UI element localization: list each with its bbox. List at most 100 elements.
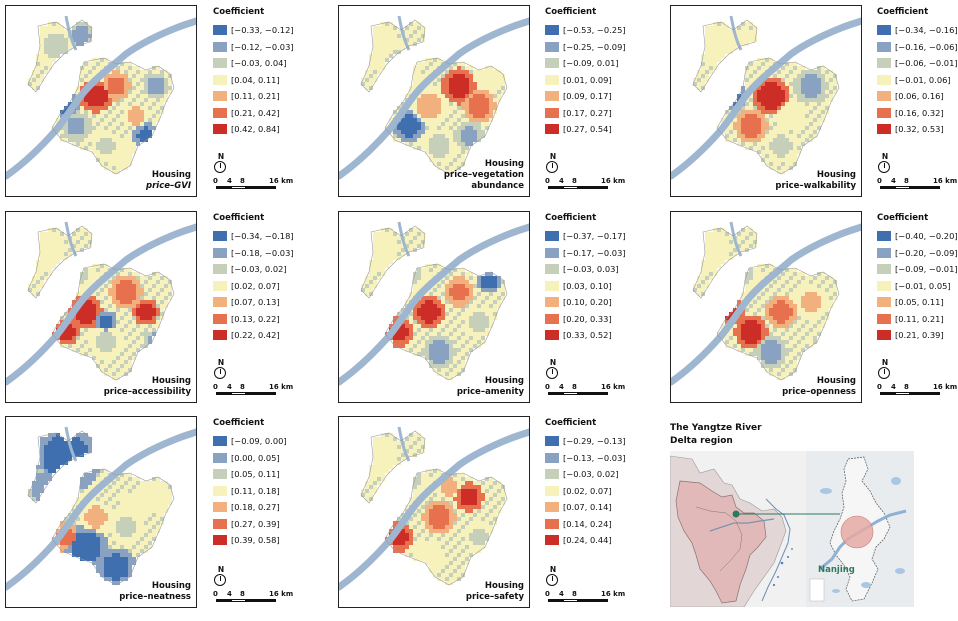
legend-row: [−0.16, −0.06] [877, 39, 958, 56]
legend-swatch [877, 25, 891, 36]
caption-line-2: price–openness [782, 387, 856, 397]
scale-bar [548, 599, 608, 602]
district-boundary [27, 430, 93, 504]
north-arrow-icon [214, 574, 226, 586]
legend-class-label: [0.22, 0.42] [231, 330, 280, 341]
legend-row: [−0.03, 0.02] [545, 466, 645, 483]
legend-class-label: [−0.09, 0.00] [231, 436, 287, 447]
scale-tick-label: 8 [904, 383, 909, 391]
legend-swatch [213, 247, 227, 258]
legend-class-label: [0.27, 0.39] [231, 518, 280, 529]
scale-tick-label: 4 [891, 177, 896, 185]
legend-row: [0.27, 0.54] [545, 121, 645, 138]
north-arrow-icon [214, 161, 226, 173]
legend-swatch [545, 518, 559, 529]
legend-class-label: [−0.01, 0.05] [895, 280, 951, 291]
scale-bar [880, 392, 940, 395]
legend-class-label: [−0.25, −0.09] [563, 41, 626, 52]
scale-tick-label: 0 [545, 383, 550, 391]
legend-swatch [877, 58, 891, 69]
district-boundary [692, 225, 758, 299]
inset-title: The Yangtze River Delta region [670, 422, 830, 448]
legend-row: [−0.09, −0.01] [877, 261, 958, 278]
caption-line-1: Housing [151, 376, 191, 386]
north-label: N [217, 565, 225, 574]
district-boundary [384, 468, 508, 586]
legend-row: [−0.01, 0.06] [877, 72, 958, 89]
legend-row: [0.22, 0.42] [213, 327, 313, 344]
legend-row: [0.20, 0.33] [545, 311, 645, 328]
legend-row: [0.09, 0.17] [545, 88, 645, 105]
legend-swatch [877, 107, 891, 118]
legend-swatch [545, 469, 559, 480]
north-arrow-icon [546, 161, 558, 173]
north-label: N [549, 152, 557, 161]
legend-class-label: [−0.09, −0.01] [895, 264, 958, 275]
coefficient-cells [28, 433, 172, 585]
legend-swatch [213, 124, 227, 135]
scale-tick-label: 16 km [601, 590, 626, 598]
scale-tick-label: 4 [559, 590, 564, 598]
legend-swatch [877, 313, 891, 324]
legend-class-label: [0.21, 0.39] [895, 330, 944, 341]
scale-ticks: 0 4 8 16 km [213, 383, 303, 392]
legend-swatch [213, 91, 227, 102]
legend-class-label: [0.20, 0.33] [563, 313, 612, 324]
yangtze-river-inset [709, 518, 775, 532]
legend-row: [−0.25, −0.09] [545, 39, 645, 56]
scale-tick-label: 8 [572, 177, 577, 185]
legend-swatch [877, 247, 891, 258]
north-label: N [881, 358, 889, 367]
district-boundary [384, 57, 508, 175]
scale-tick-label: 4 [559, 177, 564, 185]
map-caption: Housing price–amenity [457, 376, 524, 398]
legend-class-label: [0.11, 0.21] [231, 91, 280, 102]
legend-row: [−0.17, −0.03] [545, 245, 645, 262]
legend-class-label: [0.27, 0.54] [563, 124, 612, 135]
legend-title: Coefficient [545, 418, 597, 428]
legend-class-label: [0.03, 0.10] [563, 280, 612, 291]
legend-class-label: [−0.09, 0.01] [563, 58, 619, 69]
legend-class-label: [−0.34, −0.18] [231, 231, 294, 242]
legend-row: [0.27, 0.39] [213, 516, 313, 533]
scale-ticks: 0 4 8 16 km [877, 177, 958, 186]
caption-line-2: price–accessibility [103, 387, 191, 397]
scale-tick-label: 8 [904, 177, 909, 185]
legend-swatch [877, 264, 891, 275]
legend-class-label: [−0.29, −0.13] [563, 436, 626, 447]
legend-swatch [545, 436, 559, 447]
nanjing-marker [732, 510, 740, 518]
map-panel-safety: Housing price–safety [338, 416, 530, 608]
legend-box [809, 578, 825, 602]
scale-tick-label: 16 km [269, 383, 294, 391]
legend-row: [−0.40, −0.20] [877, 228, 958, 245]
location-inset: The Yangtze River Delta region [670, 418, 950, 608]
legend-swatch [545, 247, 559, 258]
scale-bar-amenity: N 0 4 8 16 km [545, 358, 635, 398]
scale-ticks: 0 4 8 16 km [213, 590, 303, 599]
scale-bar-openness: N 0 4 8 16 km [877, 358, 958, 398]
legend-swatch [213, 231, 227, 242]
legend-row: [−0.09, 0.01] [545, 55, 645, 72]
legend-row: [0.17, 0.27] [545, 105, 645, 122]
choropleth-map [6, 15, 196, 180]
legend-class-label: [−0.17, −0.03] [563, 247, 626, 258]
legend-row: [0.01, 0.09] [545, 72, 645, 89]
legend-class-label: [0.16, 0.32] [895, 107, 944, 118]
legend-safety: Coefficient [−0.29, −0.13] [−0.13, −0.03] [… [545, 417, 645, 549]
legend-row: [−0.53, −0.25] [545, 22, 645, 39]
legend-class-label: [0.02, 0.07] [231, 280, 280, 291]
legend-row: [0.04, 0.11] [213, 72, 313, 89]
legend-row: [0.11, 0.18] [213, 483, 313, 500]
legend-swatch [877, 41, 891, 52]
scale-bar-walkability: N 0 4 8 16 km [877, 152, 958, 192]
legend-class-label: [−0.33, −0.12] [231, 25, 294, 36]
legend-class-label: [0.10, 0.20] [563, 297, 612, 308]
legend-row: [0.21, 0.39] [877, 327, 958, 344]
legend-row: [−0.34, −0.18] [213, 228, 313, 245]
legend-class-label: [−0.20, −0.09] [895, 247, 958, 258]
legend-title: Coefficient [213, 418, 265, 428]
legend-class-label: [0.32, 0.53] [895, 124, 944, 135]
legend-class-label: [0.00, 0.05] [231, 452, 280, 463]
scale-bar [880, 186, 940, 189]
